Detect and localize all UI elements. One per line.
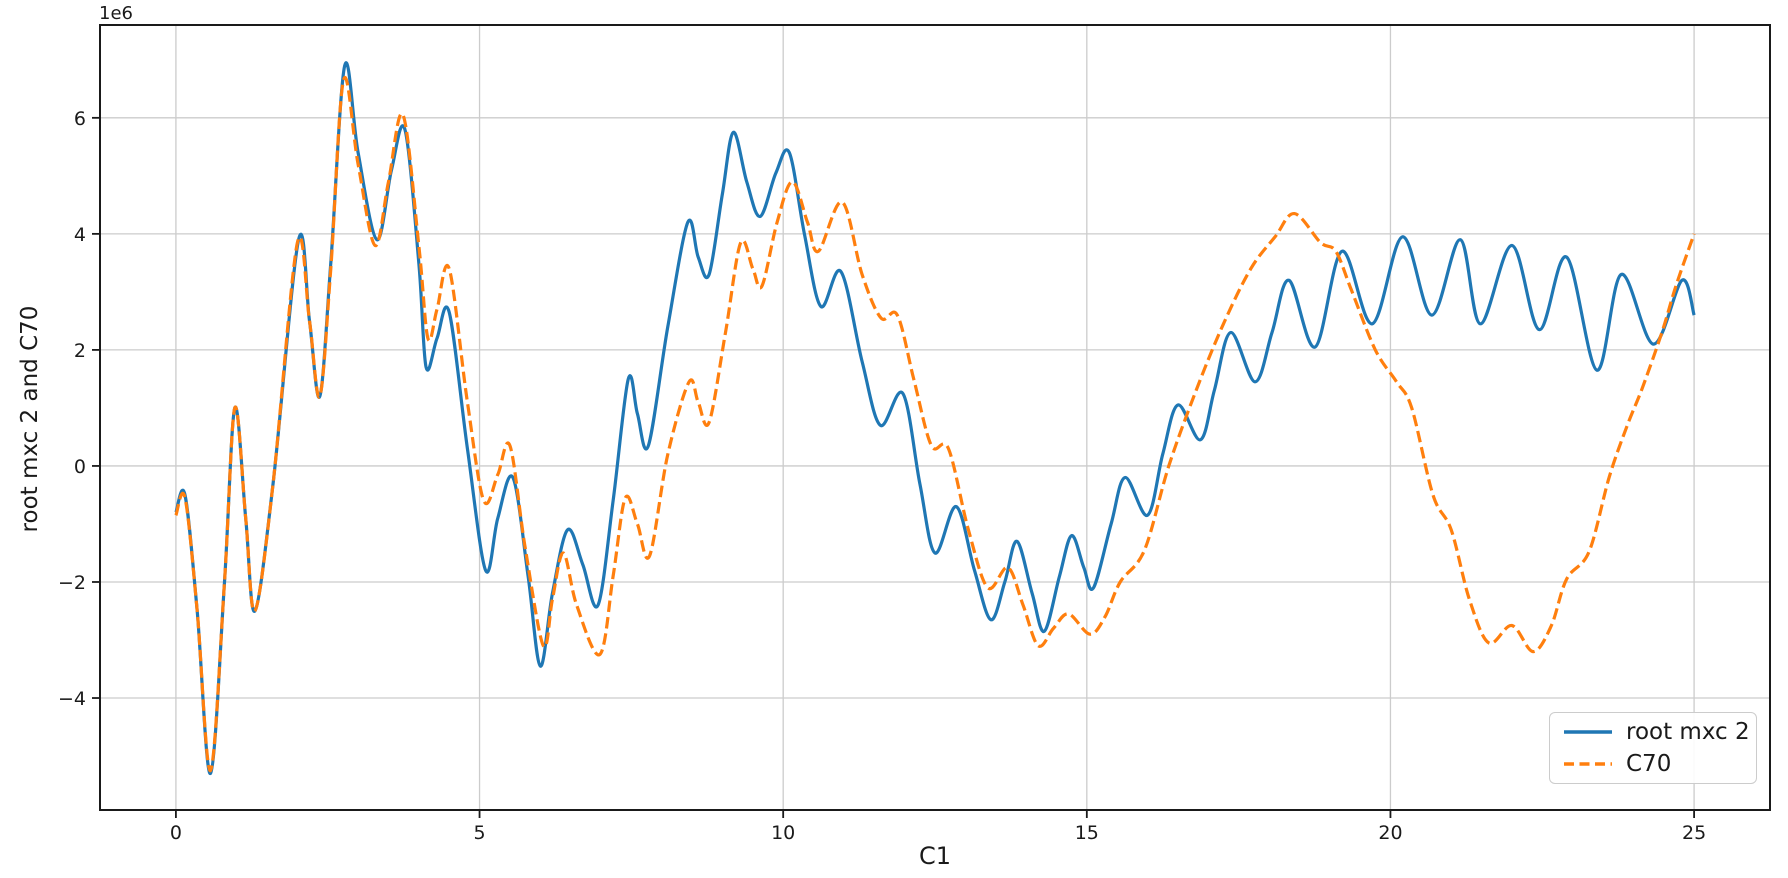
x-tick-label: 20 [1378, 822, 1402, 844]
legend-item-c70: C70 [1562, 751, 1746, 777]
y-tick-label: 6 [74, 108, 86, 130]
legend-label: C70 [1626, 751, 1672, 777]
y-tick-label: −4 [58, 688, 86, 710]
plot-border [99, 24, 1771, 811]
x-tick-label: 25 [1682, 822, 1706, 844]
y-tick-label: 4 [74, 224, 86, 246]
legend-dashed-line-sample [1564, 762, 1612, 766]
y-tick-label: 0 [74, 456, 86, 478]
x-tick-label: 0 [170, 822, 182, 844]
legend: root mxc 2 C70 [1549, 712, 1757, 784]
series-line-root-mxc-2 [174, 61, 1696, 776]
y-tick-label: −2 [58, 572, 86, 594]
legend-label: root mxc 2 [1626, 719, 1750, 745]
series-line-c70 [174, 75, 1696, 773]
y-axis-label: root mxc 2 and C70 [17, 305, 43, 533]
y-tick-label: 2 [74, 340, 86, 362]
x-tick-label: 15 [1075, 822, 1099, 844]
x-tick-label: 10 [771, 822, 795, 844]
x-axis-label: C1 [918, 842, 952, 870]
legend-item-root-mxc-2: root mxc 2 [1562, 719, 1750, 745]
x-tick-label: 5 [473, 822, 485, 844]
y-axis-offset-text: 1e6 [99, 3, 133, 24]
legend-solid-line-sample [1564, 730, 1612, 734]
